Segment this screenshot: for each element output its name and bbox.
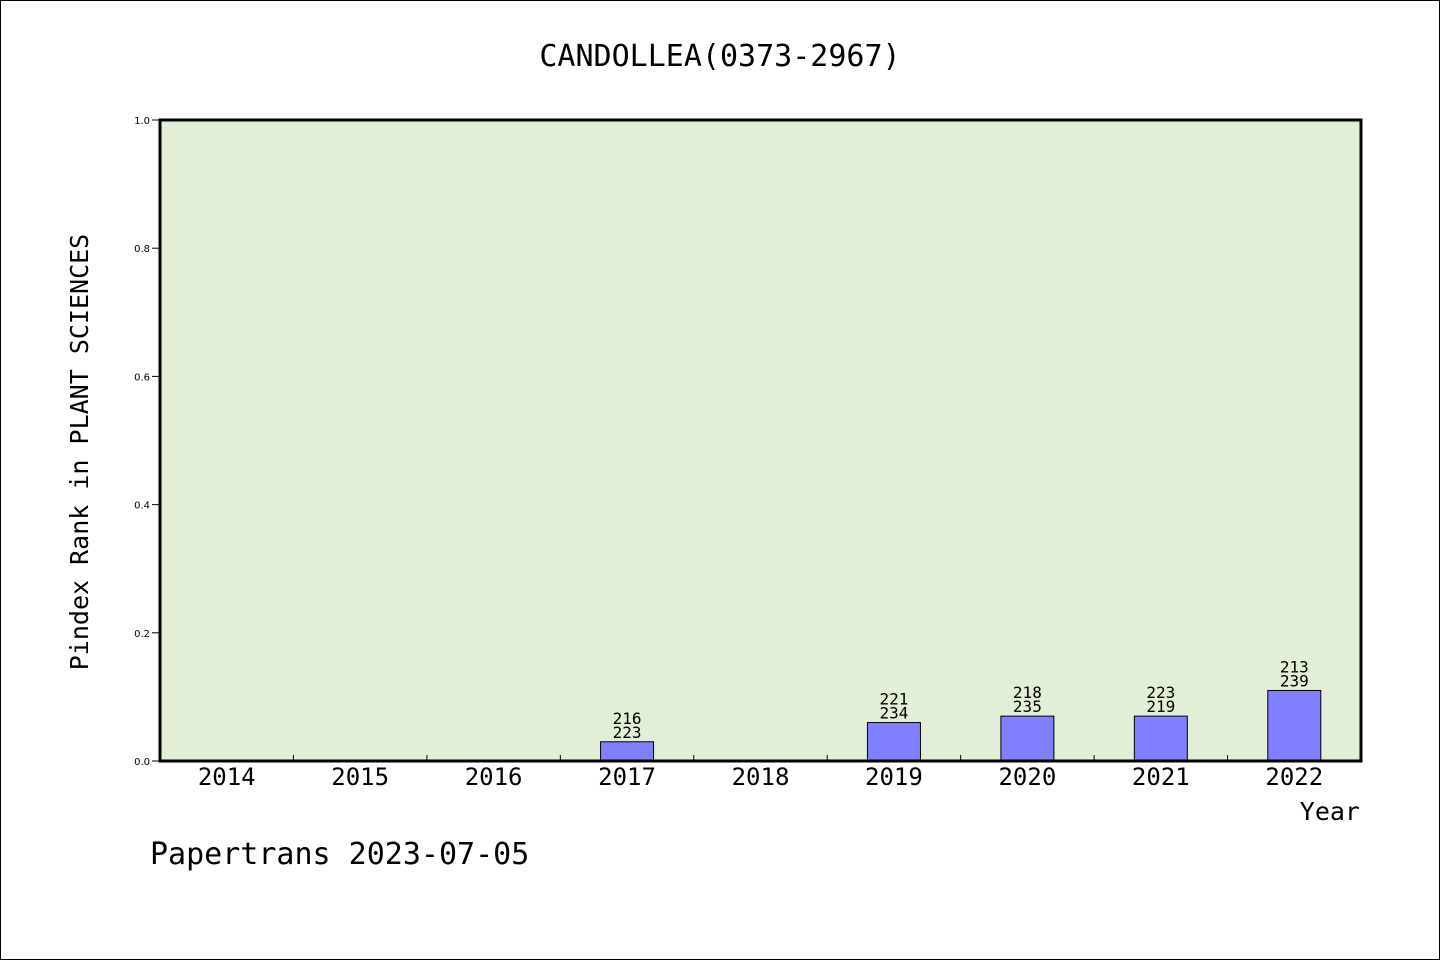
x-tick-label: 2014 [198,763,256,791]
y-tick-label: 0.8 [134,244,150,255]
x-tick-label: 2015 [331,763,389,791]
bar-2017 [600,741,655,762]
bar-data-label: 216 [613,709,642,728]
y-ticks-group: 0.0 0.2 0.4 0.6 0.8 1.0 [134,116,160,768]
bar-2020 [1000,715,1055,762]
plot-area [160,120,1361,761]
x-tick-label: 2018 [732,763,790,791]
bar-2021 [1133,715,1188,762]
bars-group [600,689,1322,762]
bar-data-label: 221 [879,690,908,709]
x-axis-label: Year [1300,797,1360,826]
bar-data-label: 219 [1146,697,1175,716]
bar-2022 [1267,689,1322,762]
x-ticks-group: 2014 2015 2016 2017 2018 2019 2020 2021 2022 [198,755,1323,791]
x-tick-label: 2019 [865,763,923,791]
x-tick-label: 2021 [1132,763,1190,791]
y-axis-label: Pindex Rank in PLANT SCIENCES [65,234,94,671]
y-tick-label: 1.0 [134,116,150,127]
y-tick-label: 0.0 [134,757,150,768]
y-tick-label: 0.6 [134,372,150,383]
y-tick-label: 0.2 [134,629,150,640]
chart-title: CANDOLLEA(0373-2967) [539,39,900,74]
footer-text: Papertrans 2023-07-05 [150,837,529,872]
y-tick-label: 0.4 [134,501,150,512]
x-tick-label: 2017 [598,763,656,791]
bar-data-label: 223 [1146,683,1175,702]
bar-data-label: 239 [1280,671,1309,690]
bar-data-label: 218 [1013,683,1042,702]
x-tick-label: 2020 [998,763,1056,791]
x-tick-label: 2016 [465,763,523,791]
bar-data-label: 213 [1280,657,1309,676]
x-tick-label: 2022 [1265,763,1323,791]
bar-data-label: 235 [1013,697,1042,716]
bar-2019 [866,722,921,762]
bar-data-label: 234 [879,704,908,723]
bar-data-label: 223 [613,723,642,742]
plot-border [158,118,1363,763]
